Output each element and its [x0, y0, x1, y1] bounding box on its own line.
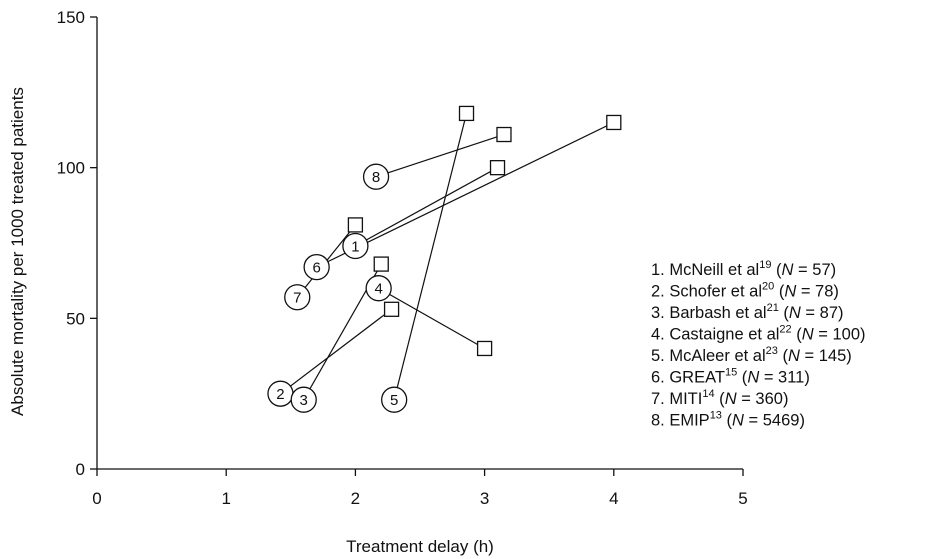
series-3-square-marker — [373, 256, 389, 272]
legend-entry: 2. Schofer et al20 (N = 78) — [651, 281, 839, 301]
series-4-line — [378, 287, 485, 349]
y-tick-label: 150 — [57, 8, 85, 27]
legend-entry: 5. McAleer et al23 (N = 145) — [651, 345, 852, 365]
series-4-number-label: 4 — [374, 281, 382, 298]
series-5-line — [393, 113, 468, 400]
series-8-line — [375, 133, 505, 178]
legend-entry: 1. McNeill et al19 (N = 57) — [651, 259, 836, 279]
series-1-number-label: 1 — [351, 239, 359, 256]
y-tick-label: 100 — [57, 159, 85, 178]
legend-entry: 8. EMIP13 (N = 5469) — [651, 410, 805, 430]
series-6-number-label: 6 — [312, 260, 320, 277]
x-tick-label: 4 — [609, 489, 618, 508]
series-8-square-marker — [496, 126, 512, 143]
series-7-number-label: 7 — [293, 290, 301, 307]
x-tick-label: 1 — [221, 489, 230, 508]
series-2-square-marker — [383, 301, 400, 317]
y-tick-label: 50 — [66, 309, 85, 328]
series-2-number-label: 2 — [276, 386, 284, 403]
series-5-number-label: 5 — [390, 392, 398, 409]
series-4-circle-marker — [365, 275, 392, 302]
series-7-square-marker — [347, 217, 364, 233]
x-tick-label: 5 — [738, 489, 747, 508]
series-5-square-marker — [458, 105, 475, 122]
series-1-circle-marker — [342, 232, 369, 260]
series-2-line — [280, 308, 392, 395]
series-8-number-label: 8 — [372, 169, 380, 186]
x-tick-label: 3 — [480, 489, 489, 508]
legend-entry: 7. MITI14 (N = 360) — [651, 388, 788, 408]
series-7-circle-marker — [284, 284, 311, 311]
series-8-circle-marker — [362, 163, 390, 190]
series-3-number-label: 3 — [300, 392, 308, 409]
series-1-line — [355, 167, 498, 247]
x-axis-title: Treatment delay (h) — [346, 537, 494, 556]
legend-entry: 3. Barbash et al21 (N = 87) — [651, 302, 844, 322]
series-6-circle-marker — [303, 253, 330, 281]
legend-entry: 4. Castaigne et al22 (N = 100) — [651, 324, 866, 344]
legend-entry: 6. GREAT15 (N = 311) — [651, 367, 810, 387]
x-tick-label: 0 — [92, 489, 101, 508]
connector-lines — [280, 113, 615, 400]
series-5-circle-marker — [381, 386, 408, 413]
x-tick-label: 2 — [351, 489, 360, 508]
series-3-circle-marker — [290, 386, 317, 413]
series-4-square-marker — [476, 340, 493, 357]
y-axis-title: Absolute mortality per 1000 treated pati… — [8, 87, 27, 416]
series-1-square-marker — [489, 160, 506, 176]
legend: 1. McNeill et al19 (N = 57)2. Schofer et… — [651, 259, 866, 430]
y-tick-label: 0 — [76, 460, 85, 479]
series-6-square-marker — [606, 114, 622, 131]
